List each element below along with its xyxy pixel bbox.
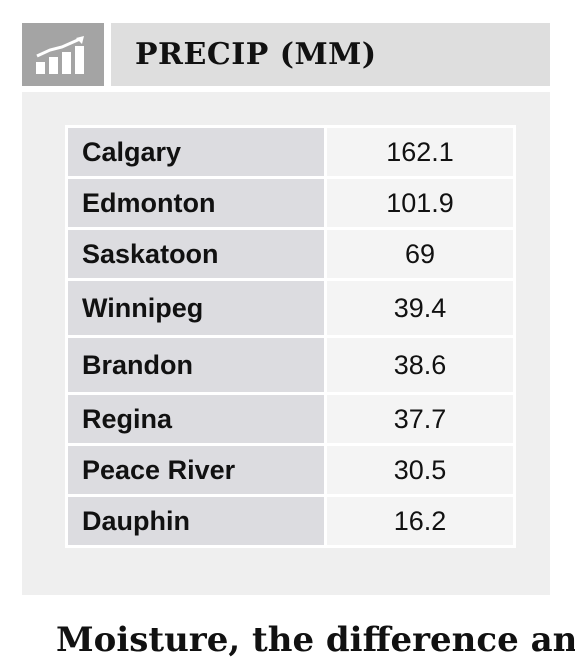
value-cell: 69 — [327, 230, 513, 278]
city-cell: Brandon — [68, 338, 324, 392]
value-cell: 30.5 — [327, 446, 513, 494]
city-cell: Regina — [68, 395, 324, 443]
data-panel: Calgary 162.1 Edmonton 101.9 Saskatoon 6… — [22, 92, 550, 595]
header-icon-box — [22, 23, 104, 86]
table-row: Calgary 162.1 — [68, 128, 513, 176]
table-row: Peace River 30.5 — [68, 446, 513, 494]
value-cell: 16.2 — [327, 497, 513, 545]
city-cell: Edmonton — [68, 179, 324, 227]
value-cell: 38.6 — [327, 338, 513, 392]
city-cell: Peace River — [68, 446, 324, 494]
city-cell: Saskatoon — [68, 230, 324, 278]
table-row: Edmonton 101.9 — [68, 179, 513, 227]
table-row: Winnipeg 39.4 — [68, 281, 513, 335]
cut-off-body-text: Moisture, the difference and — [56, 620, 575, 660]
value-cell: 37.7 — [327, 395, 513, 443]
value-cell: 101.9 — [327, 179, 513, 227]
table-header: PRECIP (MM) — [22, 23, 550, 86]
table-row: Brandon 38.6 — [68, 338, 513, 392]
table-row: Saskatoon 69 — [68, 230, 513, 278]
city-cell: Calgary — [68, 128, 324, 176]
bar-chart-icon — [36, 35, 84, 74]
precip-table: Calgary 162.1 Edmonton 101.9 Saskatoon 6… — [65, 125, 516, 548]
city-cell: Winnipeg — [68, 281, 324, 335]
table-row: Dauphin 16.2 — [68, 497, 513, 545]
title-box: PRECIP (MM) — [111, 23, 550, 86]
value-cell: 39.4 — [327, 281, 513, 335]
value-cell: 162.1 — [327, 128, 513, 176]
table-row: Regina 37.7 — [68, 395, 513, 443]
table-title: PRECIP (MM) — [135, 37, 377, 72]
city-cell: Dauphin — [68, 497, 324, 545]
